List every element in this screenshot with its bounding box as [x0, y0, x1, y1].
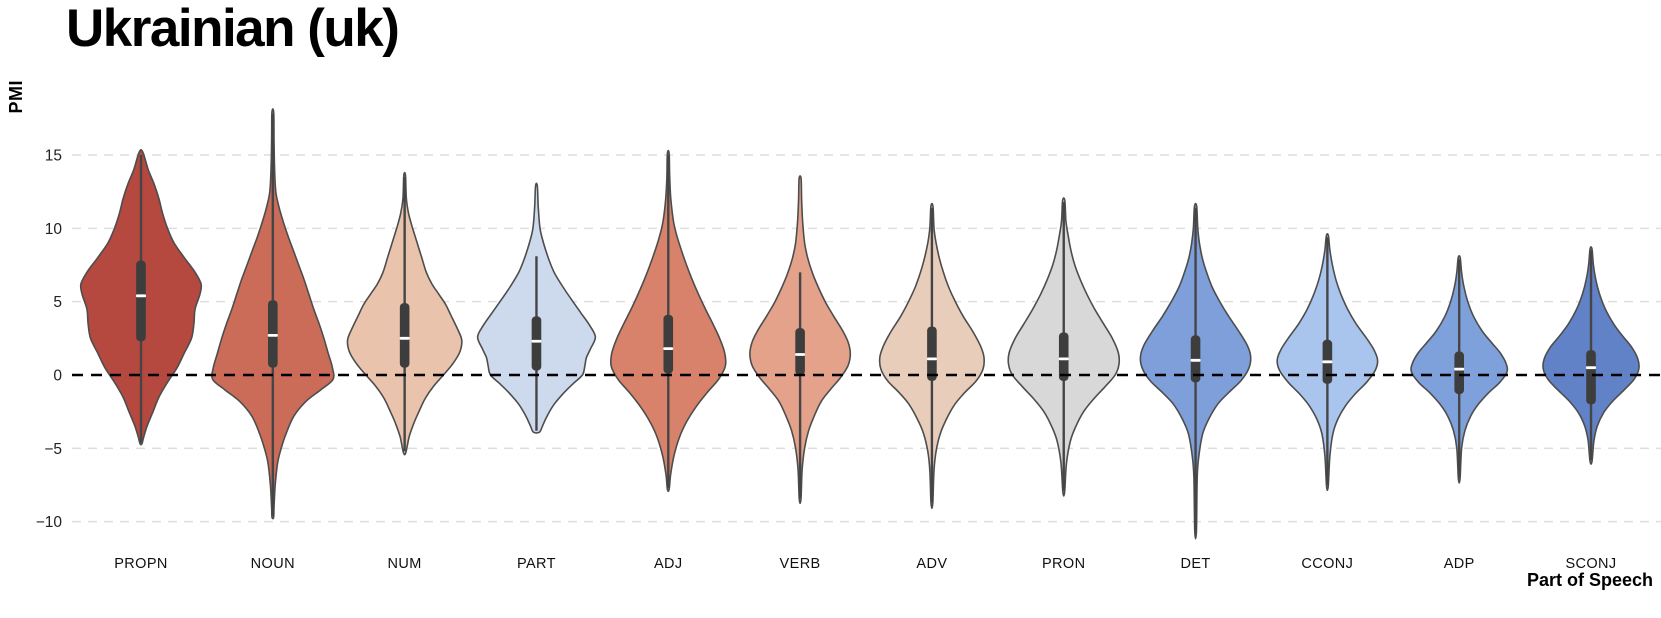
violin-adp-median: [1454, 367, 1465, 371]
violin-pron-median: [1058, 357, 1069, 361]
violin-adv-median: [926, 357, 937, 361]
violin-noun-box: [268, 300, 278, 368]
violin-sconj-median: [1586, 366, 1597, 370]
violin-det-median: [1190, 358, 1201, 362]
y-tick-label-15: 15: [45, 147, 62, 164]
violin-verb: [749, 175, 852, 505]
y-tick-label-10: 10: [45, 221, 63, 238]
violin-adp-box: [1454, 351, 1464, 395]
violin-adv-box: [927, 326, 937, 381]
x-tick-label-part: PART: [517, 556, 556, 572]
x-tick-label-adp: ADP: [1444, 556, 1475, 572]
x-tick-label-adv: ADV: [916, 556, 947, 572]
violin-num: [346, 171, 463, 456]
y-tick-label--10: −10: [36, 514, 63, 531]
violin-cconj-median: [1322, 360, 1333, 364]
violin-propn-box: [136, 260, 146, 342]
violin-det-box: [1190, 335, 1201, 383]
violin-det: [1139, 202, 1252, 540]
violin-propn-median: [136, 294, 146, 298]
violin-cconj: [1276, 233, 1379, 492]
x-tick-label-sconj: SCONJ: [1565, 556, 1616, 572]
grid-lines: [72, 154, 1661, 523]
x-tick-label-verb: VERB: [780, 556, 821, 572]
x-tick-label-cconj: CCONJ: [1301, 556, 1353, 572]
x-axis-label: Part of Speech: [1526, 570, 1653, 590]
violin-part-median: [531, 339, 542, 343]
y-tick-label-5: 5: [53, 294, 62, 311]
x-tick-label-pron: PRON: [1042, 556, 1086, 572]
violin-num-median: [399, 336, 410, 340]
violin-sconj: [1542, 246, 1640, 465]
violin-verb-box: [795, 328, 805, 375]
violin-part-box: [531, 316, 542, 371]
x-tick-label-det: DET: [1180, 556, 1210, 572]
x-tick-label-noun: NOUN: [251, 556, 295, 572]
violin-pron-box: [1058, 332, 1069, 381]
violin-verb-median: [795, 353, 806, 356]
page-title: Ukrainian (uk): [66, 0, 400, 58]
violin-num-box: [399, 303, 410, 368]
violin-noun-median: [267, 333, 278, 337]
violin-adj: [609, 149, 727, 493]
y-tick-label--5: −5: [44, 441, 62, 458]
x-tick-label-propn: PROPN: [114, 556, 168, 572]
violin-adj-box: [663, 314, 674, 374]
violin-sconj-box: [1586, 350, 1596, 405]
violin-pron: [1007, 197, 1121, 497]
violin-propn: [79, 149, 203, 446]
y-axis-label: PMI: [6, 80, 26, 114]
y-tick-label-0: 0: [53, 368, 62, 385]
x-tick-label-adj: ADJ: [654, 556, 683, 572]
violin-adj-median: [663, 347, 674, 350]
violin-adp: [1410, 255, 1509, 484]
x-tick-label-num: NUM: [388, 556, 422, 572]
violin-adv: [878, 202, 986, 510]
violin-noun: [211, 108, 335, 520]
violin-part: [476, 182, 597, 434]
